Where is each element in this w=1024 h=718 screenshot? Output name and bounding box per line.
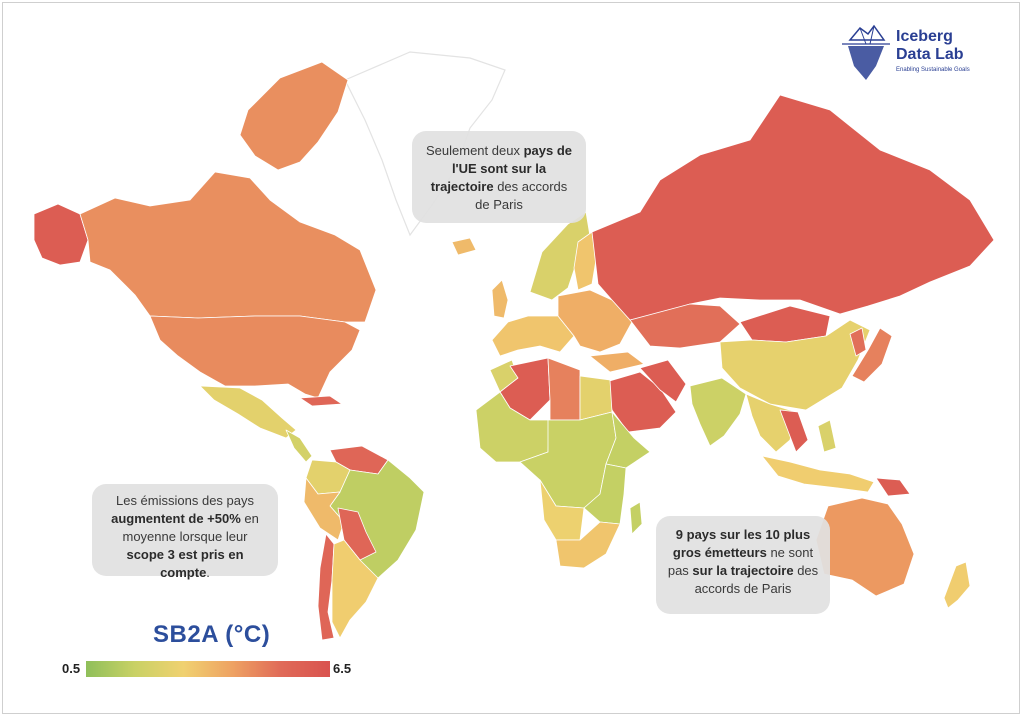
iceberg-data-lab-logo: Iceberg Data Lab Enabling Sustainable Go…	[842, 22, 992, 86]
region-canada-islands	[239, 61, 349, 171]
region-east-africa	[583, 463, 627, 525]
region-southeast-asia	[745, 393, 797, 453]
region-russia	[591, 94, 995, 321]
scope-text-part: augmentent de +50%	[111, 511, 241, 526]
region-canada	[79, 171, 377, 323]
region-japan	[851, 327, 893, 383]
region-kazakhstan	[629, 303, 741, 349]
region-cuba	[299, 395, 343, 407]
region-korea	[849, 327, 867, 357]
region-western-europe	[491, 315, 575, 357]
scope-text-part: .	[206, 565, 210, 580]
callout-top-emitters: 9 pays sur les 10 plus gros émetteurs ne…	[656, 516, 830, 614]
region-eastern-europe	[557, 289, 633, 353]
eu-text-part: des accords de Paris	[475, 179, 568, 212]
region-central-america	[285, 429, 313, 463]
emitters-text-part: des accords de Paris	[694, 563, 819, 596]
region-iran	[639, 359, 687, 403]
region-mexico	[199, 385, 297, 439]
emitters-text-part: ne sont pas	[667, 545, 814, 578]
region-mongolia	[739, 305, 831, 343]
region-vietnam	[779, 409, 809, 453]
legend-color-scale	[86, 661, 330, 677]
region-india	[689, 377, 747, 447]
scope-text-part: scope 3 est pris en compte	[126, 547, 244, 580]
emitters-text-part: sur la trajectoire	[692, 563, 794, 578]
legend-max-label: 6.5	[333, 661, 352, 676]
region-argentina	[331, 539, 379, 639]
region-china	[719, 319, 871, 411]
region-madagascar	[629, 501, 643, 535]
scope-text-part: Les émissions des pays	[115, 493, 254, 508]
scope-text-part: en moyenne lorsque leur	[122, 511, 259, 544]
eu-text-part: Seulement deux	[426, 143, 524, 158]
region-alaska	[33, 203, 89, 266]
region-philippines	[817, 419, 837, 453]
iceberg-icon	[842, 24, 890, 80]
legend-title: SB2A (°C)	[153, 621, 271, 648]
legend-min-label: 0.5	[62, 661, 81, 676]
callout-scope3-emissions: Les émissions des pays augmentent de +50…	[92, 484, 278, 580]
region-papua	[875, 477, 911, 497]
logo-tagline: Enabling Sustainable Goals	[896, 67, 970, 73]
region-australia	[815, 497, 915, 597]
region-uk	[491, 279, 509, 319]
eu-text-part: pays de l'UE sont sur la trajectoire	[430, 143, 572, 194]
region-new-zealand	[943, 561, 971, 609]
region-iceland	[451, 237, 477, 256]
emitters-text-part: 9 pays sur les 10 plus gros émetteurs	[672, 527, 811, 560]
callout-eu-paris: Seulement deux pays de l'UE sont sur la …	[412, 131, 586, 223]
region-turkey	[589, 351, 645, 373]
logo-title: Iceberg Data Lab	[896, 28, 964, 63]
region-indonesia	[761, 455, 875, 493]
region-south-africa	[555, 521, 621, 569]
region-libya	[547, 357, 581, 421]
region-usa	[149, 315, 361, 399]
